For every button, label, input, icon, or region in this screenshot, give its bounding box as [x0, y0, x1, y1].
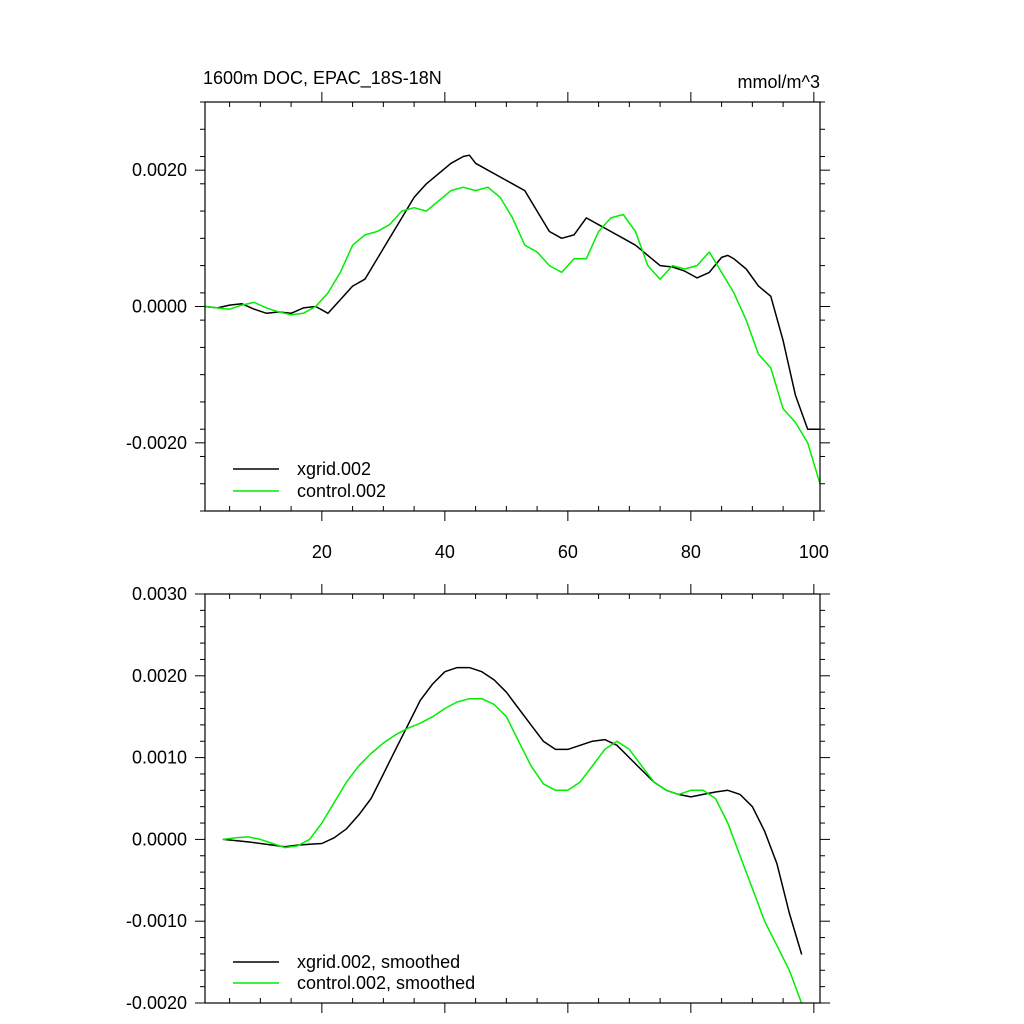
- y-tick-label: 0.0000: [132, 297, 187, 317]
- series-line-xgrid: [204, 154, 821, 430]
- x-tick-label: 80: [681, 542, 701, 562]
- y-tick-label: 0.0020: [132, 160, 187, 180]
- legend-label: xgrid.002, smoothed: [297, 952, 460, 972]
- legend-label: control.002: [297, 481, 386, 501]
- y-tick-label: 0.0020: [132, 666, 187, 686]
- legend-label: control.002, smoothed: [297, 973, 475, 993]
- top-plot-frame: [204, 101, 821, 512]
- y-tick-label: 0.0010: [132, 748, 187, 768]
- x-tick-label: 100: [799, 542, 829, 562]
- y-tick-label: -0.0010: [126, 911, 187, 931]
- bottom-panel: -0.0020 -0.0010 0.0000 0.0010 0.0020 0.0030 x…: [126, 584, 830, 1013]
- series-line-control: [222, 697, 803, 1004]
- y-tick-label: -0.0020: [126, 433, 187, 453]
- top-axis-ticks: [195, 92, 830, 521]
- bottom-y-tick-labels: -0.0020 -0.0010 0.0000 0.0010 0.0020 0.0030: [126, 584, 187, 1013]
- legend-label: xgrid.002: [297, 459, 371, 479]
- chart-title: 1600m DOC, EPAC_18S-18N: [203, 68, 442, 89]
- y-tick-label: -0.0020: [126, 993, 187, 1013]
- x-tick-label: 40: [435, 542, 455, 562]
- series-line-xgrid: [222, 666, 803, 955]
- bottom-plot-frame: [204, 593, 821, 1004]
- top-series-group: [204, 154, 821, 485]
- bottom-series-group: [222, 666, 803, 1004]
- units-label: mmol/m^3: [738, 72, 820, 92]
- top-y-tick-labels: -0.0020 0.0000 0.0020: [126, 160, 187, 453]
- top-x-tick-labels: 20 40 60 80 100: [312, 542, 829, 562]
- x-tick-label: 20: [312, 542, 332, 562]
- x-tick-label: 60: [558, 542, 578, 562]
- y-tick-label: 0.0030: [132, 584, 187, 604]
- bottom-axis-ticks: [195, 584, 830, 1013]
- y-tick-label: 0.0000: [132, 829, 187, 849]
- series-line-control: [204, 186, 821, 485]
- top-panel: 1600m DOC, EPAC_18S-18N mmol/m^3 20 40 60 8…: [126, 68, 830, 562]
